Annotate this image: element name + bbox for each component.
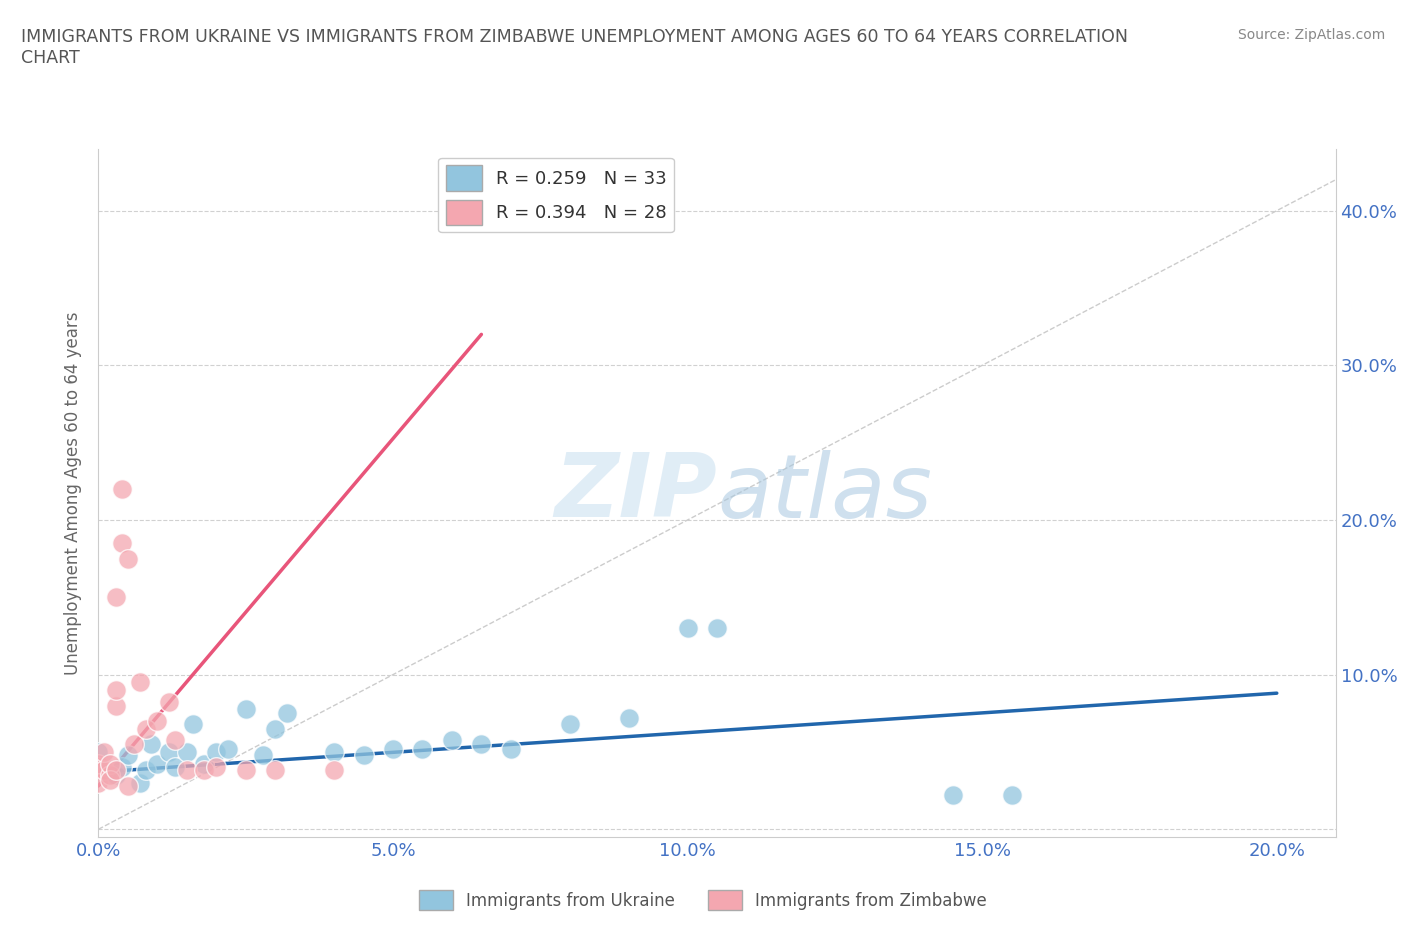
Text: IMMIGRANTS FROM UKRAINE VS IMMIGRANTS FROM ZIMBABWE UNEMPLOYMENT AMONG AGES 60 T: IMMIGRANTS FROM UKRAINE VS IMMIGRANTS FR… [21,28,1128,67]
Point [163,732,186,747]
Point [87,757,110,772]
Point [117,778,139,793]
Point [235,701,257,716]
Point [558,717,581,732]
Point [217,741,239,756]
Legend: Immigrants from Ukraine, Immigrants from Zimbabwe: Immigrants from Ukraine, Immigrants from… [413,884,993,917]
Point [128,675,150,690]
Point [193,763,215,777]
Point [87,776,110,790]
Text: ZIP: ZIP [554,449,717,537]
Point [111,760,134,775]
Point [264,722,287,737]
Point [93,745,115,760]
Point [193,757,215,772]
Point [252,748,274,763]
Point [706,621,728,636]
Y-axis label: Unemployment Among Ages 60 to 64 years: Unemployment Among Ages 60 to 64 years [65,312,83,674]
Point [105,590,128,604]
Point [135,722,157,737]
Point [181,717,204,732]
Point [157,745,180,760]
Point [93,763,115,777]
Point [205,760,228,775]
Point [117,551,139,566]
Point [98,772,121,787]
Point [235,763,257,777]
Point [98,757,121,772]
Point [323,745,346,760]
Point [163,760,186,775]
Point [105,763,128,777]
Point [87,760,110,775]
Point [111,482,134,497]
Point [87,745,110,760]
Point [146,757,169,772]
Point [111,536,134,551]
Point [205,745,228,760]
Point [323,763,346,777]
Point [499,741,522,756]
Point [440,732,463,747]
Point [1001,788,1024,803]
Point [276,706,298,721]
Point [105,683,128,698]
Legend: R = 0.259   N = 33, R = 0.394   N = 28: R = 0.259 N = 33, R = 0.394 N = 28 [439,158,673,232]
Point [942,788,965,803]
Point [87,760,110,775]
Text: atlas: atlas [717,450,932,536]
Point [176,745,198,760]
Point [617,711,640,725]
Point [146,713,169,728]
Point [117,748,139,763]
Point [470,737,492,751]
Point [264,763,287,777]
Point [141,737,163,751]
Point [353,748,375,763]
Point [135,763,157,777]
Point [98,767,121,782]
Point [128,776,150,790]
Point [411,741,433,756]
Text: Source: ZipAtlas.com: Source: ZipAtlas.com [1237,28,1385,42]
Point [105,767,128,782]
Point [122,737,145,751]
Point [157,695,180,710]
Point [676,621,699,636]
Point [105,698,128,713]
Point [382,741,405,756]
Point [176,763,198,777]
